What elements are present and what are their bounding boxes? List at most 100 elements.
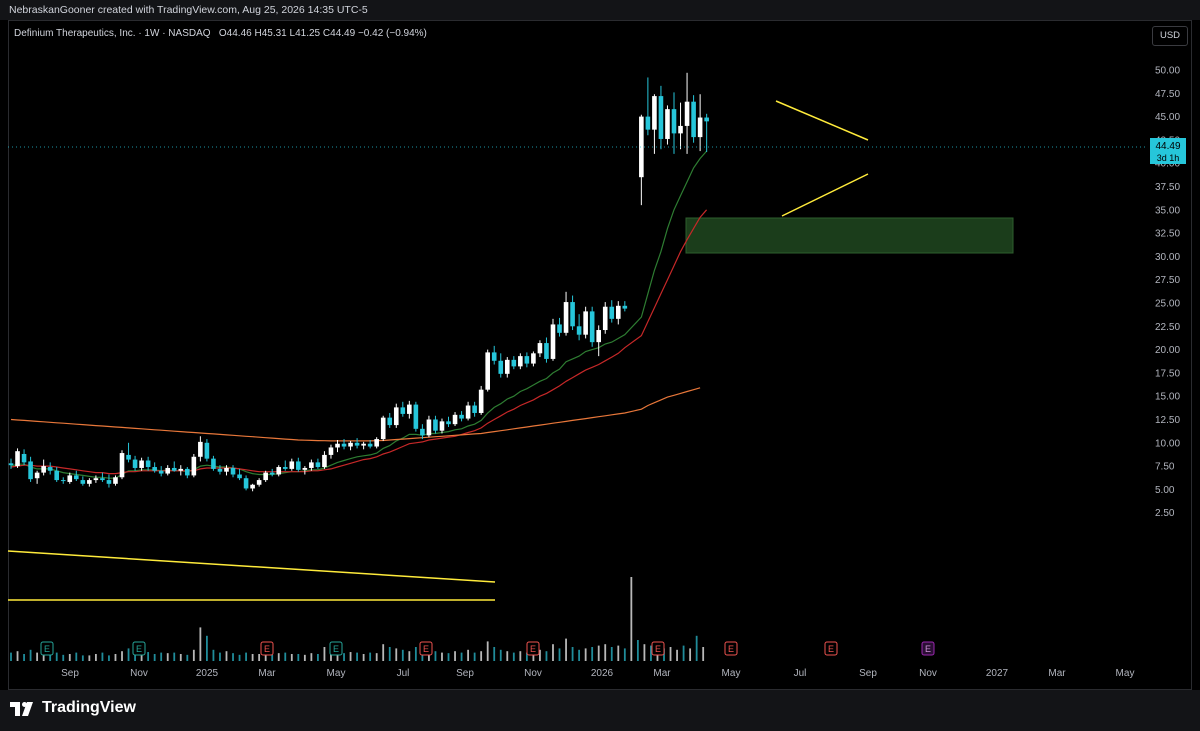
candle-body [658,96,664,139]
last-price-countdown: 3d 1h [1157,153,1180,163]
candle [113,475,118,486]
candle-body [93,478,99,481]
candle-body [224,467,229,472]
x-tick-label: Jul [397,668,410,679]
earnings-marker[interactable]: E [40,641,54,656]
volume-bar [499,649,502,661]
candle [652,94,657,154]
candle [250,483,255,492]
candle-body [322,454,327,468]
volume-bar [284,652,287,661]
earnings-marker-label: E [925,644,931,654]
candle [139,457,144,471]
candle [224,465,229,476]
volume-bar [199,627,202,661]
tradingview-logo-icon [10,702,33,716]
volume-bar [532,652,535,661]
earnings-marker[interactable]: E [921,641,935,656]
volume-bar [676,649,678,661]
earnings-marker[interactable]: E [329,641,343,656]
candle-body [550,324,556,359]
volume-bar [173,652,176,661]
volume-bar [408,651,411,661]
earnings-marker[interactable]: E [824,641,838,656]
candle-body [622,305,628,309]
volume-bar [317,654,319,661]
candle [315,458,321,469]
y-tick-label: 25.00 [1155,299,1180,310]
candle-body [511,359,517,367]
candle-body [544,343,549,359]
candle-body [504,359,510,374]
candle [550,318,556,361]
attribution-bar: NebraskanGooner created with TradingView… [0,0,1200,20]
earnings-marker-label: E [728,644,734,654]
candle [322,451,327,469]
candle-body [570,302,575,327]
volume-bar [650,645,652,661]
y-tick-label: 17.50 [1155,368,1180,379]
volume-bar [460,652,463,661]
candle-body [54,470,60,481]
candle-body [652,96,657,130]
candle [589,306,595,347]
y-tick-label: 32.50 [1155,229,1180,240]
volume-bar [153,654,156,661]
y-tick-label: 7.50 [1155,462,1175,473]
chart-frame[interactable] [8,20,1192,690]
candle-body [602,306,608,331]
volume-bar [689,648,692,661]
candle-body [413,404,419,429]
candle-body [21,453,27,463]
earnings-marker[interactable]: E [651,641,665,656]
candle-body [328,447,334,455]
candle [119,450,125,480]
candle-body [139,460,144,468]
candle [446,416,451,427]
trendline-wedge-top-left [7,550,496,583]
earnings-marker[interactable]: E [526,641,540,656]
volume-bar [323,647,326,661]
earnings-marker[interactable]: E [260,641,274,656]
earnings-marker[interactable]: E [724,641,738,656]
x-tick-label: Nov [130,668,148,679]
candle-body [296,461,301,470]
candle-body [459,414,464,419]
volume-bar [434,651,437,661]
candle [367,440,373,449]
candle-body [420,428,425,436]
volume-bar [441,652,443,661]
candle [67,472,73,484]
trendline-pennant-top [775,100,869,141]
volume-bar [62,654,65,661]
candle-body [119,453,125,478]
earnings-marker[interactable]: E [419,641,433,656]
x-tick-label: Mar [653,668,671,679]
candle-body [348,442,353,447]
y-tick-label: 35.00 [1155,205,1180,216]
candle [171,461,177,472]
tradingview-logo[interactable]: TradingView [10,699,136,717]
currency-button[interactable]: USD [1152,26,1188,46]
earnings-marker[interactable]: E [132,641,146,656]
x-tick-label: Nov [919,668,937,679]
candle [491,345,497,365]
candle-body [583,311,588,335]
candle [269,468,275,477]
y-tick-label: 27.50 [1155,275,1180,286]
chart-canvas[interactable]: 2.50 5.00 7.50 10.00 12.50 15.00 17.50 20.00 22.… [0,20,1200,690]
volume-bar [192,649,195,661]
volume-bar [630,577,633,661]
candle-body [596,330,601,343]
candle-body [126,454,131,460]
y-tick-label: 10.00 [1155,438,1180,449]
ema-slow-line [10,387,701,442]
candle-body [485,352,490,390]
candle [198,436,203,462]
candle-body [15,451,20,467]
candle-body [67,475,73,482]
candle-body [537,343,543,354]
y-tick-label: 20.00 [1155,345,1180,356]
candle [54,467,60,482]
candle [204,439,210,462]
